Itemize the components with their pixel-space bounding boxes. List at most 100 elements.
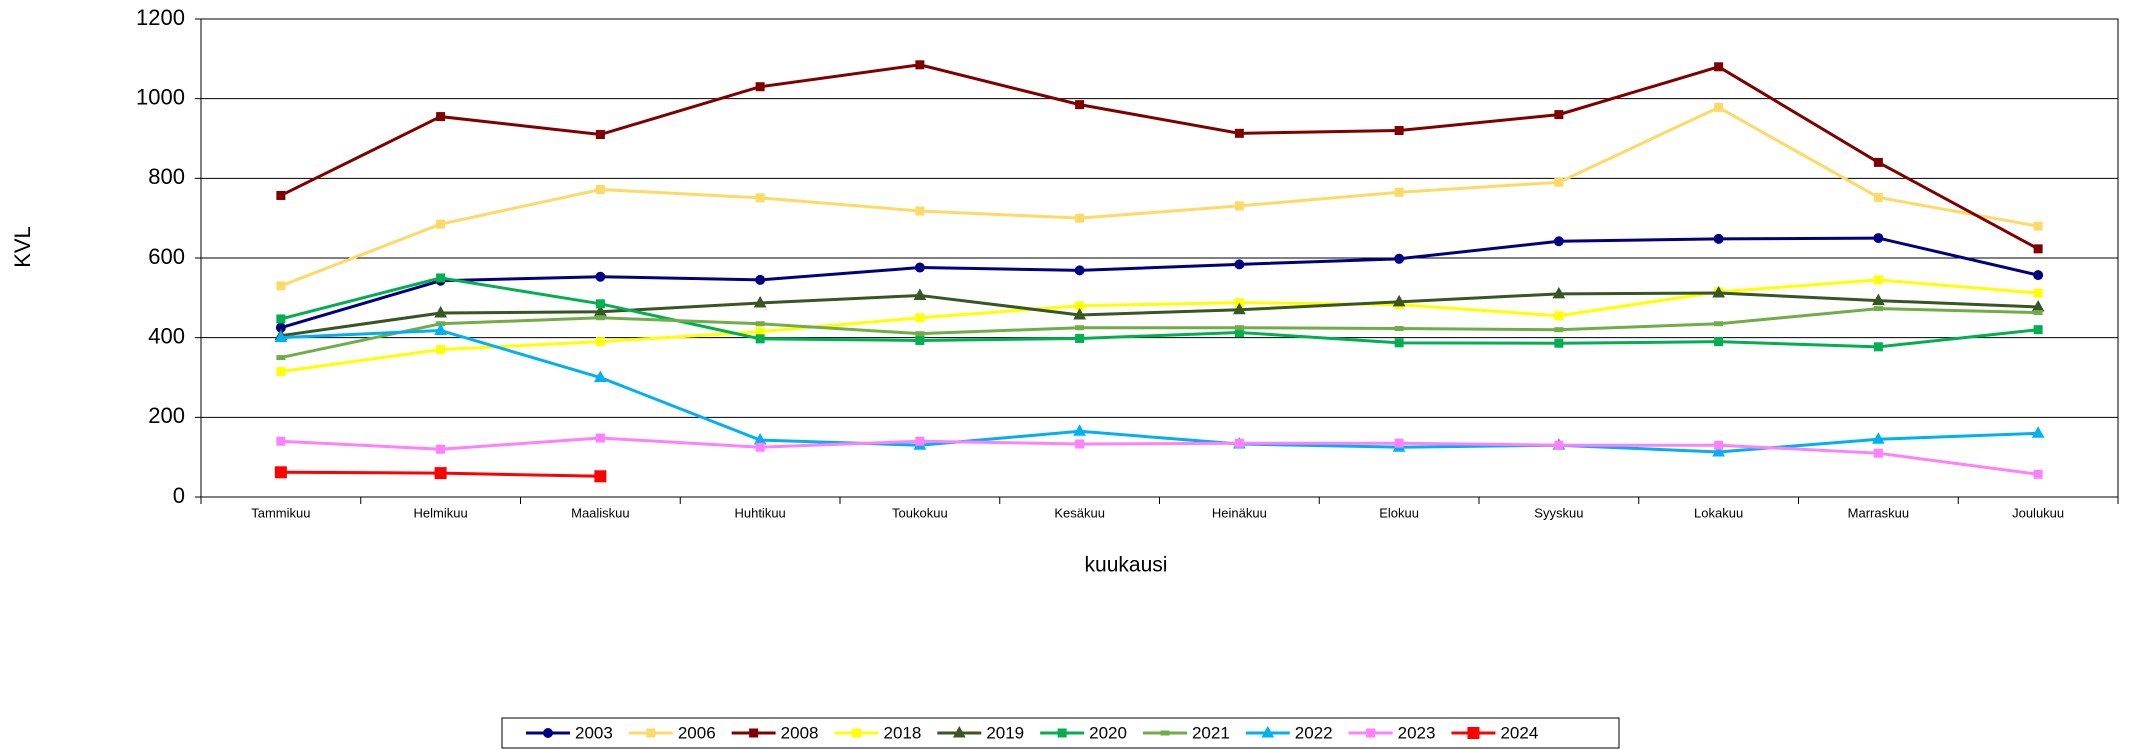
data-point (1714, 321, 1724, 327)
data-point (1075, 333, 1085, 343)
y-axis-label: KVL (10, 226, 35, 268)
legend-marker (1366, 728, 1376, 738)
data-point (276, 355, 286, 361)
series-line (280, 236, 2039, 330)
data-point (913, 288, 927, 300)
data-point (1394, 253, 1405, 264)
data-point (1873, 448, 1883, 458)
data-point (2033, 469, 2043, 479)
x-axis-label: kuukausi (1085, 554, 1168, 577)
data-point (436, 219, 446, 229)
x-tick-label: Tammikuu (251, 505, 310, 520)
data-point (1075, 100, 1085, 110)
legend-label: 2023 (1398, 723, 1436, 742)
data-point (594, 470, 607, 483)
legend-label: 2003 (575, 723, 613, 742)
data-point (915, 335, 925, 345)
data-point (1234, 128, 1244, 138)
data-point (434, 467, 447, 480)
data-point (1872, 293, 1885, 306)
x-tick-label: Heinäkuu (1212, 505, 1267, 520)
data-point (1073, 424, 1086, 436)
legend-label: 2024 (1500, 723, 1538, 742)
data-point (436, 345, 446, 355)
data-point (1234, 325, 1244, 331)
data-point (434, 305, 447, 318)
y-tick-label: 800 (148, 164, 185, 189)
series-line (280, 328, 2039, 454)
x-tick-label: Toukokuu (892, 505, 948, 520)
data-point (915, 313, 925, 323)
series-line (280, 105, 2039, 288)
data-point (1075, 439, 1085, 449)
data-point (1873, 306, 1883, 312)
data-point (1394, 187, 1404, 197)
x-tick-label: Kesäkuu (1054, 505, 1105, 520)
series-line (280, 291, 2039, 338)
data-point (915, 206, 925, 216)
data-point (2033, 221, 2043, 231)
y-tick-label: 1200 (136, 5, 185, 30)
data-point (915, 331, 925, 337)
data-point (274, 466, 287, 479)
legend-marker (1467, 727, 1480, 739)
data-point (436, 273, 446, 283)
data-point (276, 281, 286, 291)
x-tick-label: Helmikuu (414, 505, 468, 520)
data-point (755, 442, 765, 452)
legend-marker (1261, 725, 1275, 738)
data-point (434, 323, 447, 335)
data-point (1713, 233, 1724, 244)
legend-label: 2019 (986, 723, 1024, 742)
data-point (755, 193, 765, 203)
legend-label: 2022 (1295, 723, 1333, 742)
data-point (595, 130, 605, 140)
data-point (1714, 62, 1724, 72)
data-point (914, 262, 925, 273)
data-point (595, 184, 605, 194)
legend-marker (1160, 730, 1170, 736)
data-point (1073, 307, 1086, 320)
data-point (1394, 326, 1404, 332)
legend-marker (749, 728, 759, 738)
data-point (1552, 286, 1566, 299)
data-point (1873, 157, 1883, 167)
data-point (1714, 102, 1724, 112)
data-point (915, 436, 925, 446)
data-point (1714, 337, 1724, 347)
data-point (276, 314, 286, 324)
data-point (1873, 233, 1884, 244)
x-tick-label: Marraskuu (1848, 505, 1909, 520)
x-tick-label: Joulukuu (2012, 505, 2064, 520)
y-tick-label: 400 (148, 323, 185, 348)
data-point (1712, 444, 1725, 457)
data-point (436, 112, 446, 122)
y-tick-label: 600 (148, 244, 185, 269)
data-point (1872, 432, 1885, 444)
data-point (1554, 327, 1564, 333)
legend-label: 2006 (678, 723, 716, 742)
legend-label: 2018 (883, 723, 921, 742)
data-point (2033, 310, 2043, 316)
data-point (1873, 342, 1883, 352)
data-point (755, 334, 765, 344)
x-tick-label: Maaliskuu (571, 505, 630, 520)
x-tick-label: Lokakuu (1694, 505, 1743, 520)
data-point (1392, 294, 1406, 307)
legend-marker (646, 728, 656, 738)
data-point (1714, 440, 1724, 450)
legend-marker (543, 728, 553, 738)
series-line (280, 307, 2039, 360)
legend-label: 2021 (1192, 723, 1230, 742)
data-point (276, 436, 286, 446)
data-point (2031, 426, 2045, 438)
y-tick-label: 200 (148, 403, 185, 428)
data-point (436, 444, 446, 454)
data-point (1554, 110, 1564, 120)
data-point (276, 190, 286, 200)
data-point (1554, 338, 1564, 348)
data-point (595, 271, 606, 282)
y-tick-label: 0 (173, 483, 185, 508)
data-point (1394, 438, 1404, 448)
